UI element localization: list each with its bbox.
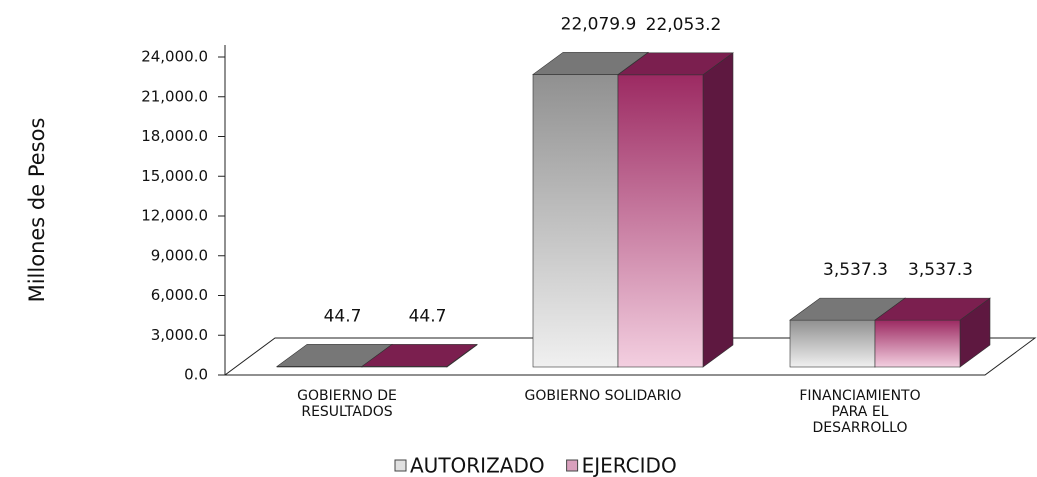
y-tick-label: 15,000.0 <box>141 167 208 185</box>
y-tick-label: 21,000.0 <box>141 87 208 105</box>
y-axis-label: Millones de Pesos <box>25 118 49 303</box>
value-label: 3,537.3 <box>908 260 973 280</box>
bar-top <box>361 344 478 367</box>
x-tick-label: GOBIERNO DE RESULTADOS <box>297 388 397 420</box>
y-tick-label: 6,000.0 <box>151 286 208 304</box>
value-label: 22,053.2 <box>646 15 722 35</box>
y-tick-label: 12,000.0 <box>141 207 208 225</box>
value-label: 44.7 <box>409 306 447 326</box>
bar <box>532 74 619 368</box>
bar <box>874 319 961 368</box>
y-tick-label: 3,000.0 <box>151 326 208 344</box>
bar-top <box>874 297 991 321</box>
y-tick-label: 9,000.0 <box>151 246 208 264</box>
x-tick-label: GOBIERNO SOLIDARIO <box>524 388 682 404</box>
bar <box>617 74 704 368</box>
value-label: 44.7 <box>324 306 362 326</box>
y-tick-label: 0.0 <box>184 366 208 384</box>
y-tick-label: 24,000.0 <box>141 48 208 66</box>
legend-swatch <box>566 459 579 472</box>
value-label: 22,079.9 <box>561 14 637 34</box>
bar-side <box>702 52 734 368</box>
bar-top <box>532 52 649 75</box>
x-tick-label: FINANCIAMIENTO PARA EL DESARROLLO <box>799 388 921 436</box>
value-label: 3,537.3 <box>823 260 888 280</box>
y-tick-label: 18,000.0 <box>141 127 208 145</box>
bar-top <box>617 52 734 76</box>
legend-label: EJERCIDO <box>582 454 677 477</box>
floor <box>223 337 1037 376</box>
legend-swatch <box>394 459 407 472</box>
bar <box>789 319 876 368</box>
legend-label: AUTORIZADO <box>410 454 545 477</box>
